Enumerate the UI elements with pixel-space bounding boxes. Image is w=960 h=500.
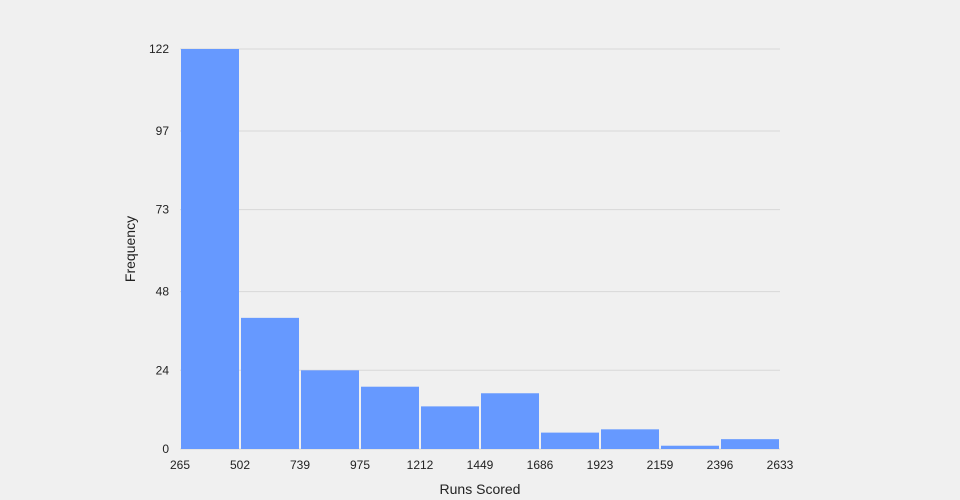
histogram-bar — [481, 393, 539, 449]
x-tick-label: 1923 — [587, 458, 614, 472]
bar-layer — [181, 49, 779, 449]
x-tick-label: 265 — [170, 458, 190, 472]
x-tick-label: 2396 — [707, 458, 734, 472]
y-axis-title: Frequency — [122, 216, 138, 282]
x-tick-label: 1449 — [467, 458, 494, 472]
x-tick-label: 1686 — [527, 458, 554, 472]
y-tick-label: 0 — [162, 442, 169, 456]
x-tick-label: 2159 — [647, 458, 674, 472]
x-axis-title: Runs Scored — [440, 481, 521, 497]
histogram-bar — [301, 370, 359, 449]
x-tick-label: 2633 — [767, 458, 794, 472]
y-tick-label: 73 — [156, 203, 170, 217]
y-tick-label: 122 — [149, 42, 169, 56]
histogram-bar — [421, 406, 479, 449]
y-tick-label: 97 — [156, 124, 170, 138]
histogram-bar — [361, 386, 419, 449]
x-tick-label: 975 — [350, 458, 370, 472]
x-tick-label: 739 — [290, 458, 310, 472]
histogram-bar — [661, 445, 719, 449]
y-tick-label: 24 — [156, 363, 170, 377]
histogram-bar — [721, 439, 779, 449]
y-tick-labels: 0 24 48 73 97 122 — [149, 42, 169, 456]
x-tick-labels: 265 502 739 975 1212 1449 1686 1923 2159 2396 2633 — [170, 458, 794, 472]
histogram-bar — [241, 317, 299, 449]
histogram-bar — [181, 49, 239, 449]
histogram-bar — [541, 432, 599, 449]
x-tick-label: 1212 — [407, 458, 434, 472]
histogram-bar — [601, 429, 659, 449]
y-tick-label: 48 — [156, 285, 170, 299]
x-tick-label: 502 — [230, 458, 250, 472]
